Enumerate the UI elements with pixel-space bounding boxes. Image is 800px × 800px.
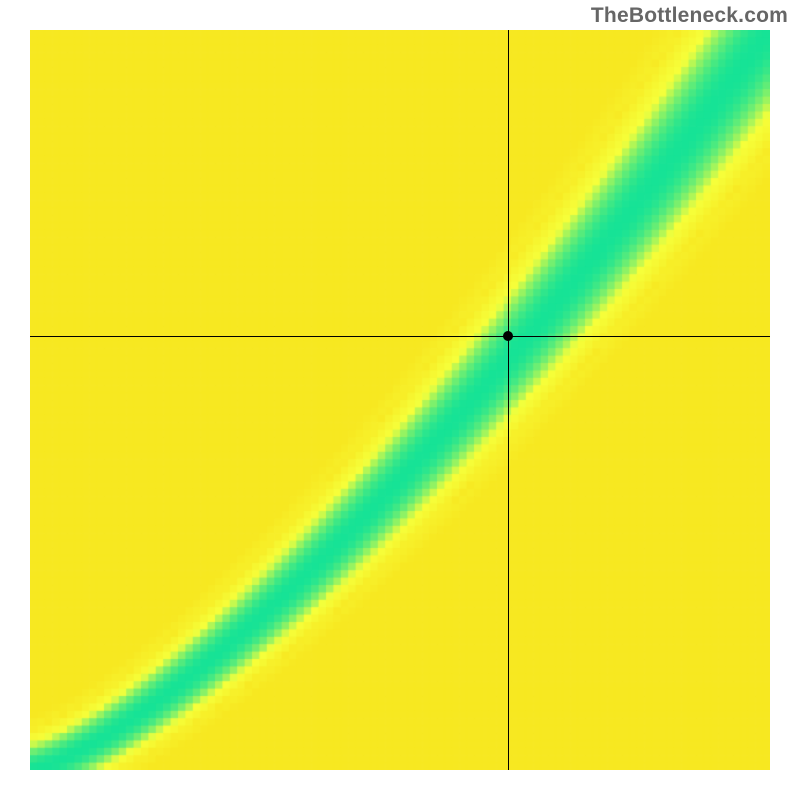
- heatmap-canvas: [30, 30, 770, 770]
- crosshair-vertical: [508, 30, 509, 770]
- watermark-text: TheBottleneck.com: [591, 4, 788, 28]
- chart-container: TheBottleneck.com: [0, 0, 800, 800]
- heatmap-plot: [30, 30, 770, 770]
- crosshair-horizontal: [30, 336, 770, 337]
- crosshair-dot: [503, 331, 513, 341]
